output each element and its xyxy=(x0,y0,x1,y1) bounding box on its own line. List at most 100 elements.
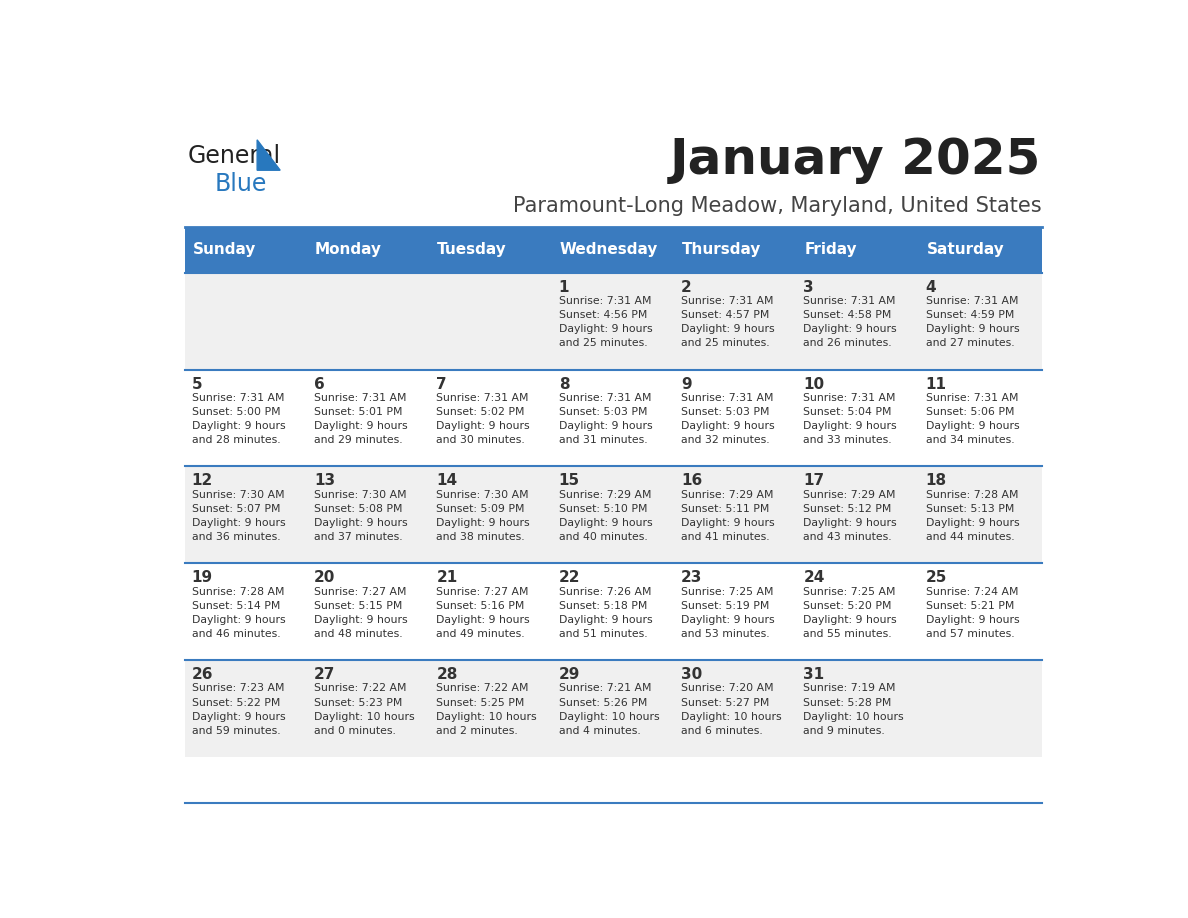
Text: Sunset: 4:57 PM: Sunset: 4:57 PM xyxy=(681,310,770,320)
Text: Sunset: 5:20 PM: Sunset: 5:20 PM xyxy=(803,600,892,610)
Text: Daylight: 10 hours: Daylight: 10 hours xyxy=(803,711,904,722)
Text: Daylight: 9 hours: Daylight: 9 hours xyxy=(803,324,897,334)
Text: 21: 21 xyxy=(436,570,457,586)
Text: Daylight: 9 hours: Daylight: 9 hours xyxy=(191,615,285,625)
Text: and 43 minutes.: and 43 minutes. xyxy=(803,532,892,543)
Text: Sunset: 5:13 PM: Sunset: 5:13 PM xyxy=(925,504,1015,514)
Text: Sunrise: 7:20 AM: Sunrise: 7:20 AM xyxy=(681,683,773,693)
Text: and 26 minutes.: and 26 minutes. xyxy=(803,339,892,349)
Text: Sunday: Sunday xyxy=(192,242,257,257)
Text: 23: 23 xyxy=(681,570,702,586)
Text: Wednesday: Wednesday xyxy=(560,242,658,257)
Text: Sunset: 5:03 PM: Sunset: 5:03 PM xyxy=(681,407,770,417)
Text: Daylight: 9 hours: Daylight: 9 hours xyxy=(803,615,897,625)
Text: Sunrise: 7:26 AM: Sunrise: 7:26 AM xyxy=(558,587,651,597)
Text: Sunset: 5:06 PM: Sunset: 5:06 PM xyxy=(925,407,1015,417)
Text: Daylight: 9 hours: Daylight: 9 hours xyxy=(191,518,285,528)
Text: Sunrise: 7:28 AM: Sunrise: 7:28 AM xyxy=(925,489,1018,499)
Text: 25: 25 xyxy=(925,570,947,586)
Text: Daylight: 10 hours: Daylight: 10 hours xyxy=(558,711,659,722)
Text: Sunset: 5:22 PM: Sunset: 5:22 PM xyxy=(191,698,280,708)
Text: Daylight: 9 hours: Daylight: 9 hours xyxy=(558,421,652,431)
Text: and 28 minutes.: and 28 minutes. xyxy=(191,435,280,445)
Text: Daylight: 9 hours: Daylight: 9 hours xyxy=(681,615,775,625)
Text: and 6 minutes.: and 6 minutes. xyxy=(681,726,763,736)
Text: and 53 minutes.: and 53 minutes. xyxy=(681,629,770,639)
Text: Daylight: 9 hours: Daylight: 9 hours xyxy=(314,615,407,625)
Text: 24: 24 xyxy=(803,570,824,586)
Text: Sunrise: 7:22 AM: Sunrise: 7:22 AM xyxy=(314,683,406,693)
Text: Sunset: 5:00 PM: Sunset: 5:00 PM xyxy=(191,407,280,417)
Text: and 38 minutes.: and 38 minutes. xyxy=(436,532,525,543)
Text: 18: 18 xyxy=(925,474,947,488)
Polygon shape xyxy=(257,140,280,170)
Text: Sunrise: 7:31 AM: Sunrise: 7:31 AM xyxy=(191,393,284,403)
Text: Sunset: 5:26 PM: Sunset: 5:26 PM xyxy=(558,698,647,708)
Text: Sunset: 5:10 PM: Sunset: 5:10 PM xyxy=(558,504,647,514)
Text: and 25 minutes.: and 25 minutes. xyxy=(681,339,770,349)
Text: Sunset: 5:19 PM: Sunset: 5:19 PM xyxy=(681,600,770,610)
Text: and 57 minutes.: and 57 minutes. xyxy=(925,629,1015,639)
Text: Daylight: 10 hours: Daylight: 10 hours xyxy=(436,711,537,722)
Text: and 40 minutes.: and 40 minutes. xyxy=(558,532,647,543)
Text: and 30 minutes.: and 30 minutes. xyxy=(436,435,525,445)
Text: Sunrise: 7:31 AM: Sunrise: 7:31 AM xyxy=(681,297,773,306)
Text: Sunset: 5:28 PM: Sunset: 5:28 PM xyxy=(803,698,892,708)
Text: Sunrise: 7:31 AM: Sunrise: 7:31 AM xyxy=(681,393,773,403)
Text: 16: 16 xyxy=(681,474,702,488)
Text: Sunset: 5:01 PM: Sunset: 5:01 PM xyxy=(314,407,403,417)
Text: Sunset: 5:21 PM: Sunset: 5:21 PM xyxy=(925,600,1015,610)
Text: 14: 14 xyxy=(436,474,457,488)
Text: Sunset: 4:56 PM: Sunset: 4:56 PM xyxy=(558,310,647,320)
Text: Sunset: 5:11 PM: Sunset: 5:11 PM xyxy=(681,504,770,514)
Text: Sunrise: 7:31 AM: Sunrise: 7:31 AM xyxy=(436,393,529,403)
Bar xyxy=(185,564,1042,660)
Text: Sunset: 5:12 PM: Sunset: 5:12 PM xyxy=(803,504,892,514)
Text: Sunrise: 7:27 AM: Sunrise: 7:27 AM xyxy=(314,587,406,597)
Text: Friday: Friday xyxy=(804,242,857,257)
Text: and 37 minutes.: and 37 minutes. xyxy=(314,532,403,543)
Text: Sunset: 5:02 PM: Sunset: 5:02 PM xyxy=(436,407,525,417)
Text: Daylight: 9 hours: Daylight: 9 hours xyxy=(681,518,775,528)
Text: Sunrise: 7:19 AM: Sunrise: 7:19 AM xyxy=(803,683,896,693)
Text: Paramount-Long Meadow, Maryland, United States: Paramount-Long Meadow, Maryland, United … xyxy=(513,196,1042,216)
Text: Daylight: 9 hours: Daylight: 9 hours xyxy=(925,615,1019,625)
Text: Daylight: 9 hours: Daylight: 9 hours xyxy=(681,324,775,334)
Text: and 25 minutes.: and 25 minutes. xyxy=(558,339,647,349)
Text: Sunrise: 7:31 AM: Sunrise: 7:31 AM xyxy=(803,297,896,306)
Bar xyxy=(185,273,1042,370)
Text: Daylight: 9 hours: Daylight: 9 hours xyxy=(558,615,652,625)
Text: Sunrise: 7:27 AM: Sunrise: 7:27 AM xyxy=(436,587,529,597)
Bar xyxy=(185,370,1042,466)
Text: and 4 minutes.: and 4 minutes. xyxy=(558,726,640,736)
Text: Daylight: 9 hours: Daylight: 9 hours xyxy=(191,711,285,722)
Text: Sunrise: 7:25 AM: Sunrise: 7:25 AM xyxy=(803,587,896,597)
Text: Sunrise: 7:30 AM: Sunrise: 7:30 AM xyxy=(191,489,284,499)
Text: Sunset: 5:23 PM: Sunset: 5:23 PM xyxy=(314,698,403,708)
Text: Daylight: 9 hours: Daylight: 9 hours xyxy=(558,324,652,334)
Text: Sunset: 5:18 PM: Sunset: 5:18 PM xyxy=(558,600,647,610)
Text: Sunset: 4:59 PM: Sunset: 4:59 PM xyxy=(925,310,1015,320)
Text: Sunrise: 7:31 AM: Sunrise: 7:31 AM xyxy=(925,393,1018,403)
Text: 2: 2 xyxy=(681,280,691,295)
Text: and 27 minutes.: and 27 minutes. xyxy=(925,339,1015,349)
Text: Daylight: 9 hours: Daylight: 9 hours xyxy=(436,615,530,625)
Text: Sunrise: 7:30 AM: Sunrise: 7:30 AM xyxy=(436,489,529,499)
Text: Daylight: 9 hours: Daylight: 9 hours xyxy=(436,518,530,528)
Text: 27: 27 xyxy=(314,667,335,682)
Text: and 36 minutes.: and 36 minutes. xyxy=(191,532,280,543)
Text: and 59 minutes.: and 59 minutes. xyxy=(191,726,280,736)
Text: 8: 8 xyxy=(558,376,569,392)
Text: Daylight: 10 hours: Daylight: 10 hours xyxy=(314,711,415,722)
Text: 22: 22 xyxy=(558,570,580,586)
Text: General: General xyxy=(188,144,280,168)
Text: Sunset: 5:07 PM: Sunset: 5:07 PM xyxy=(191,504,280,514)
Text: and 33 minutes.: and 33 minutes. xyxy=(803,435,892,445)
Text: Sunrise: 7:29 AM: Sunrise: 7:29 AM xyxy=(681,489,773,499)
Text: Daylight: 9 hours: Daylight: 9 hours xyxy=(803,518,897,528)
Text: and 48 minutes.: and 48 minutes. xyxy=(314,629,403,639)
Text: Sunrise: 7:24 AM: Sunrise: 7:24 AM xyxy=(925,587,1018,597)
Text: Sunset: 5:03 PM: Sunset: 5:03 PM xyxy=(558,407,647,417)
Text: and 29 minutes.: and 29 minutes. xyxy=(314,435,403,445)
Text: 13: 13 xyxy=(314,474,335,488)
